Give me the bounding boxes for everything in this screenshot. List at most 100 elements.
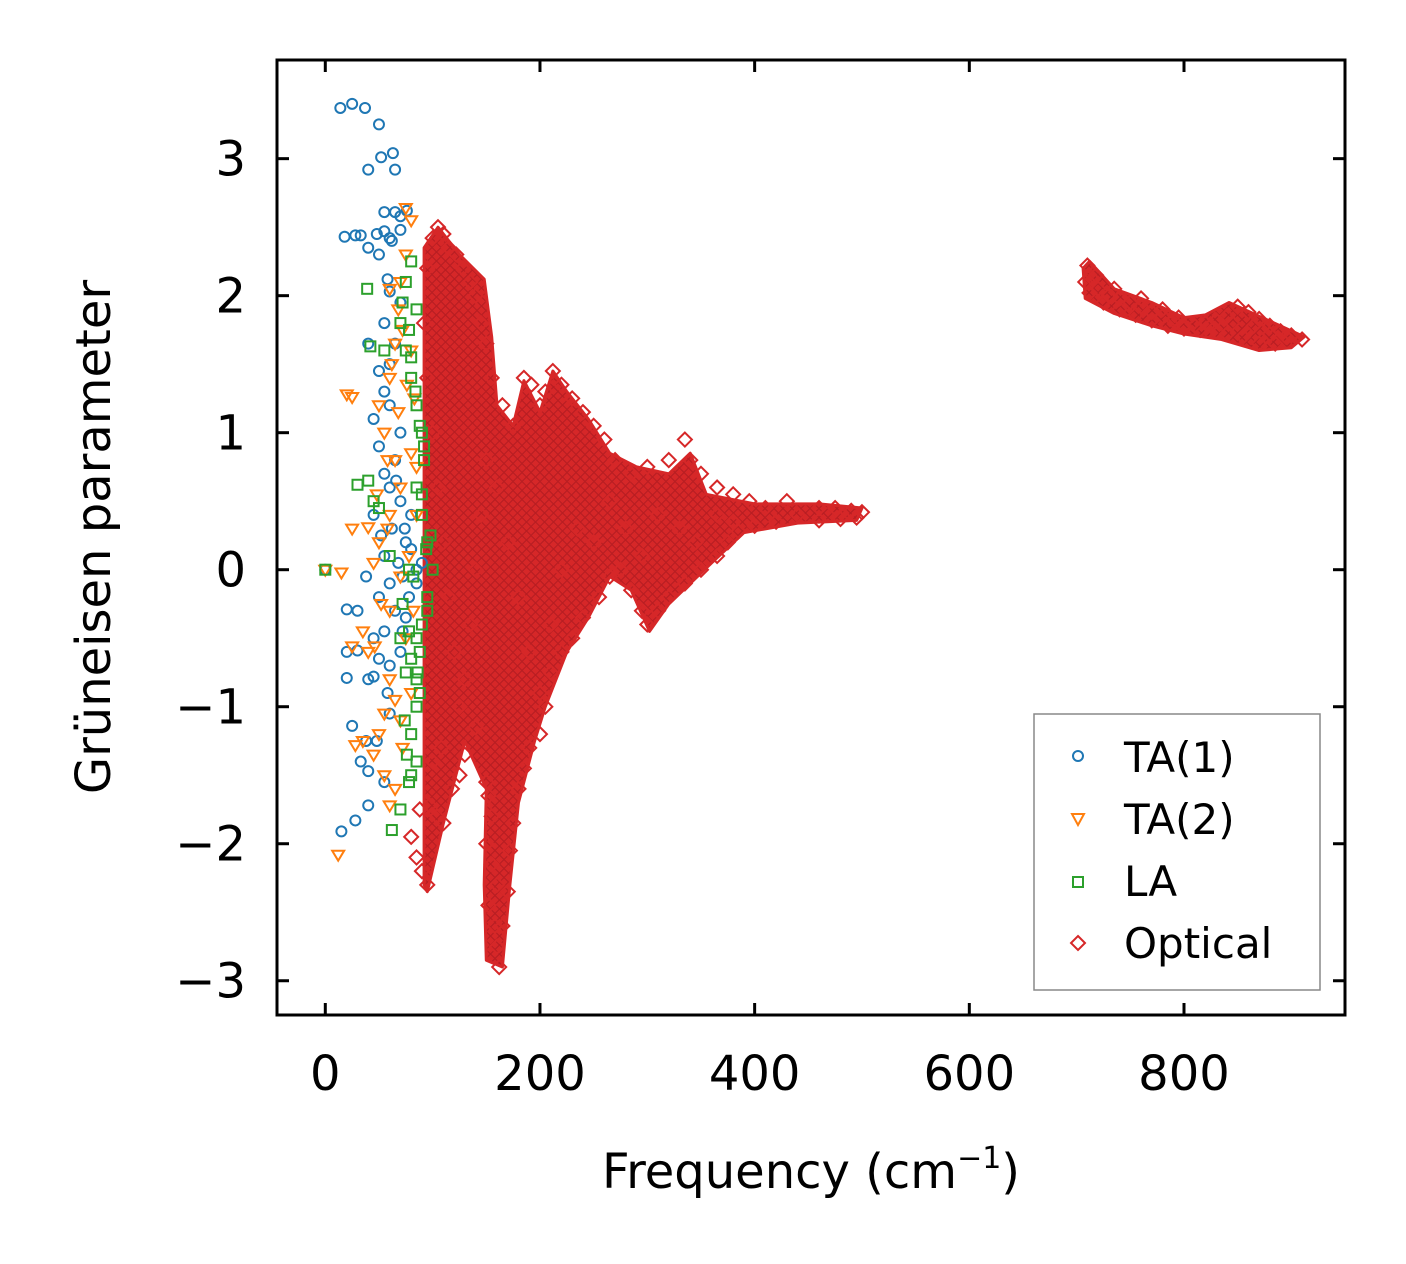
la-point-0	[319, 563, 332, 576]
la-point-25	[385, 824, 398, 837]
la-point-27	[364, 340, 377, 353]
ta2-point-25	[381, 605, 398, 619]
la-point-2	[405, 255, 418, 268]
optical-point-86	[472, 314, 490, 332]
ta1-point-77	[403, 591, 416, 604]
legend-label-optical: Optical	[1124, 919, 1272, 968]
ta2-point-45	[384, 359, 400, 373]
la-point-52	[411, 666, 424, 679]
optical-point-165	[1154, 300, 1171, 318]
legend-label-ta2: TA(2)	[1123, 795, 1235, 844]
optical-point-41	[633, 602, 651, 620]
optical-point-69	[638, 458, 656, 476]
optical-point-67	[676, 431, 694, 448]
optical-point-20	[480, 896, 497, 914]
la-point-18	[410, 673, 423, 686]
optical-point-117	[585, 533, 603, 551]
optical-point-155	[1159, 317, 1177, 335]
ta1-point-55	[383, 659, 396, 672]
ta2-point-46	[403, 448, 419, 462]
optical-point-141	[1229, 298, 1247, 316]
ta1-point-71	[362, 765, 375, 778]
optical-point-13	[432, 739, 450, 757]
ta2-point-6	[381, 283, 398, 297]
optical-point-11	[467, 718, 484, 736]
x-tick-label-3: 600	[924, 1046, 1016, 1102]
la-point-8	[410, 399, 423, 412]
la-point-41	[421, 604, 434, 617]
ta1-point-22	[372, 248, 385, 261]
ta1-point-38	[383, 481, 396, 494]
la-point-32	[383, 549, 396, 562]
ta1-point-83	[398, 522, 411, 535]
la-point-1	[361, 282, 374, 295]
optical-point-57	[848, 509, 866, 527]
x-tick-label-4: 800	[1138, 1046, 1230, 1102]
ta2-point-44	[387, 338, 403, 352]
la-point-4	[410, 303, 423, 316]
optical-point-111	[510, 588, 527, 606]
ta1-point-14	[383, 232, 396, 245]
ta2-point-27	[344, 641, 360, 655]
y-tick-label-6: 3	[215, 132, 246, 188]
optical-point-159	[1095, 294, 1112, 311]
optical-point-33	[542, 664, 560, 681]
optical-point-169	[1245, 317, 1263, 335]
ta2-point-1	[333, 567, 350, 581]
ta2-point-47	[408, 461, 425, 475]
la-point-12	[415, 508, 428, 521]
la-point-53	[415, 488, 428, 501]
ta1-point-81	[415, 556, 428, 569]
optical-point-65	[692, 465, 710, 483]
optical-point-98	[424, 424, 442, 442]
optical-point-87	[467, 287, 484, 305]
ta2-point-15	[376, 427, 393, 441]
ta1-point-58	[351, 604, 364, 617]
optical-point-45	[676, 574, 694, 592]
optical-point-9	[451, 766, 468, 784]
optical-point-94	[424, 229, 442, 247]
ta2-point-19	[379, 523, 396, 537]
ta2-point-8	[398, 202, 414, 216]
optical-point-39	[612, 561, 629, 579]
optical-point-52	[789, 506, 806, 524]
la-point-39	[405, 652, 418, 665]
y-tick-label-0: −3	[175, 954, 246, 1010]
ta1-point-45	[405, 543, 418, 556]
optical-point-85	[477, 335, 495, 353]
optical-point-29	[515, 759, 533, 777]
la-point-48	[396, 296, 409, 309]
ta2-point-14	[381, 372, 398, 386]
optical-point-154	[1175, 320, 1193, 337]
optical-point-77	[544, 362, 562, 380]
ta2-point-20	[360, 522, 377, 536]
la-point-10	[418, 454, 431, 467]
la-point-35	[396, 597, 409, 610]
la-point-47	[403, 323, 416, 336]
optical-point-28	[510, 780, 527, 798]
y-tick-label-1: −2	[175, 817, 246, 873]
ta1-point-72	[378, 776, 391, 789]
optical-point-60	[778, 492, 796, 510]
legend-marker-ta1	[1072, 750, 1084, 762]
ta1-point-11	[354, 229, 367, 242]
ta1-point-31	[378, 385, 391, 398]
optical-point-35	[563, 629, 581, 647]
optical-point-168	[1223, 314, 1241, 332]
ta1-point-8	[389, 163, 402, 176]
ta2-point-2	[330, 849, 346, 863]
optical-point-12	[424, 753, 442, 770]
ta1-point-28	[362, 337, 375, 350]
legend-marker-la	[1072, 876, 1084, 888]
la-point-51	[398, 714, 411, 727]
ta1-point-74	[349, 814, 362, 827]
optical-point-40	[622, 581, 640, 599]
optical-point-2	[418, 876, 436, 894]
x-tick-label-1: 200	[494, 1046, 586, 1102]
optical-point-72	[595, 431, 613, 448]
ta1-point-49	[372, 591, 385, 604]
optical-point-18	[483, 855, 501, 873]
ta1-point-63	[367, 670, 380, 683]
la-point-7	[405, 371, 418, 384]
optical-point-144	[1261, 317, 1279, 335]
